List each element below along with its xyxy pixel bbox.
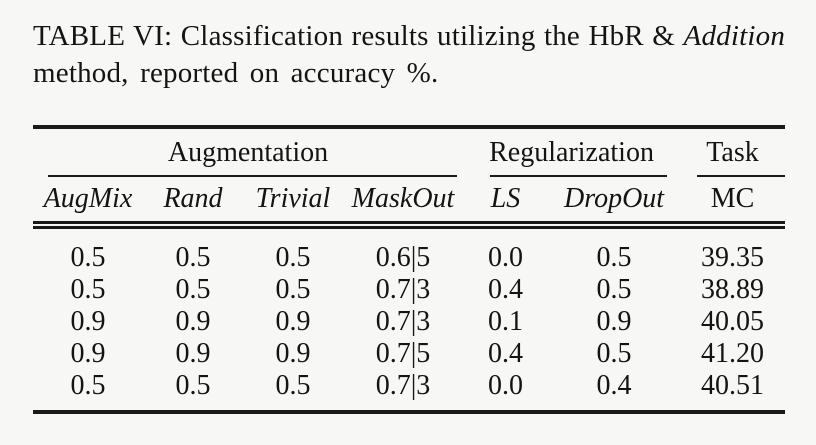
cell-maskout: 0.7|5: [375, 338, 431, 369]
column-header-dropout: DropOut: [563, 183, 665, 214]
cell-mc: 39.35: [701, 242, 765, 273]
cell-maskout: 0.7|3: [375, 370, 431, 401]
group-header-augmentation: Augmentation: [33, 127, 463, 177]
group-header-task: Task: [680, 127, 786, 177]
cell-mc-best-result: 41.20: [701, 338, 765, 369]
table-row: 0.5 0.5 0.5 0.6|5 0.0 0.5 39.35: [33, 225, 785, 274]
cell-dropout: 0.5: [596, 274, 632, 305]
group-header-row: Augmentation Regularization Task: [33, 127, 786, 177]
table-row: 0.5 0.5 0.5 0.7|3 0.4 0.5 38.89: [33, 274, 785, 306]
cell-augmix: 0.9: [70, 338, 106, 369]
cell-dropout: 0.4: [596, 370, 632, 401]
column-header-trivial: Trivial: [255, 183, 331, 214]
cell-augmix: 0.5: [70, 370, 106, 401]
cell-rand: 0.9: [175, 338, 211, 369]
caption-line-1: TABLE VI: Classification results utilizi…: [33, 18, 785, 55]
cell-maskout: 0.7|3: [375, 274, 431, 305]
column-header-augmix: AugMix: [43, 183, 133, 214]
column-header-ls: LS: [490, 183, 521, 214]
cell-ls: 0.0: [488, 242, 524, 273]
column-header-mc: MC: [710, 183, 755, 214]
cell-mc: 38.89: [701, 274, 765, 305]
cell-augmix: 0.9: [70, 306, 106, 337]
group-header-regularization: Regularization: [463, 127, 680, 177]
group-label: Task: [706, 137, 759, 168]
cell-dropout: 0.9: [596, 306, 632, 337]
regularization-midrule: [490, 175, 668, 177]
cell-maskout: 0.6|5: [375, 242, 431, 273]
cell-trivial: 0.5: [275, 274, 311, 305]
cell-mc: 40.05: [701, 306, 765, 337]
cell-rand: 0.9: [175, 306, 211, 337]
cell-ls: 0.4: [488, 274, 524, 305]
group-label: Regularization: [489, 137, 654, 168]
cell-trivial: 0.5: [275, 242, 311, 273]
cell-trivial: 0.9: [275, 338, 311, 369]
table-row: 0.5 0.5 0.5 0.7|3 0.0 0.4 40.51: [33, 370, 785, 412]
group-label: Augmentation: [167, 137, 329, 168]
cell-dropout: 0.5: [596, 338, 632, 369]
caption-line-2: method, reported on accuracy %.: [33, 57, 439, 89]
cell-maskout: 0.7|3: [375, 306, 431, 337]
cell-dropout: 0.5: [596, 242, 632, 273]
caption-label: TABLE VI:: [33, 20, 173, 52]
caption-method-name: Addition: [683, 20, 786, 52]
cell-trivial: 0.9: [275, 306, 311, 337]
caption-text: Classification results utilizing the HbR…: [180, 20, 676, 52]
task-midrule: [697, 175, 786, 177]
table-row: 0.9 0.9 0.9 0.7|5 0.4 0.5 41.20: [33, 338, 785, 370]
column-header-maskout: MaskOut: [351, 183, 455, 214]
cell-ls: 0.1: [488, 306, 524, 337]
cell-ls: 0.4: [488, 338, 524, 369]
column-header-rand: Rand: [163, 183, 223, 214]
table-row: 0.9 0.9 0.9 0.7|3 0.1 0.9 40.05: [33, 306, 785, 338]
cell-rand: 0.5: [175, 242, 211, 273]
cell-rand: 0.5: [175, 274, 211, 305]
cell-ls: 0.0: [488, 370, 524, 401]
cell-rand: 0.5: [175, 370, 211, 401]
column-header-row: AugMix Rand Trivial MaskOut LS DropOut M…: [33, 177, 786, 225]
results-table: Augmentation Regularization Task AugMix …: [33, 125, 786, 414]
cell-augmix: 0.5: [70, 274, 106, 305]
cell-augmix: 0.5: [70, 242, 106, 273]
augmentation-midrule: [48, 175, 458, 177]
table-caption: TABLE VI: Classification results utilizi…: [33, 18, 785, 92]
cell-trivial: 0.5: [275, 370, 311, 401]
cell-mc: 40.51: [701, 370, 765, 401]
